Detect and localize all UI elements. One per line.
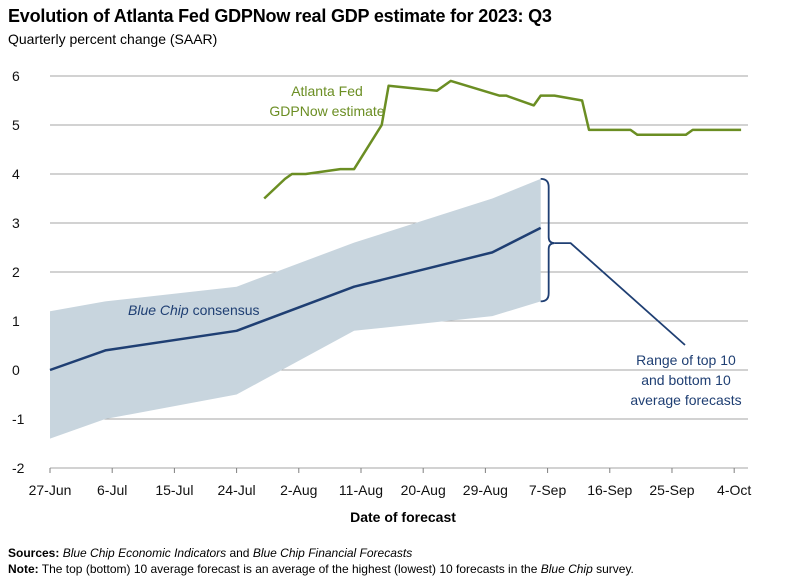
y-tick-label: 5 [12, 117, 20, 133]
x-tick-label: 2-Aug [280, 482, 317, 498]
series-layer [49, 79, 742, 372]
range-brace [540, 178, 555, 303]
note-text-1: The top (bottom) 10 average forecast is … [38, 562, 541, 576]
y-tick-label: -1 [12, 411, 25, 427]
x-tick-label: 24-Jul [218, 482, 256, 498]
x-tick-label: 7-Sep [529, 482, 567, 498]
chart-subtitle: Quarterly percent change (SAAR) [8, 31, 218, 47]
annotation-layer: Atlanta Fed GDPNow estimate Blue Chip cons… [128, 83, 742, 408]
x-tick-label: 27-Jun [29, 482, 72, 498]
range-label: and bottom 10 [641, 372, 731, 388]
chart-title: Evolution of Atlanta Fed GDPNow real GDP… [8, 6, 552, 26]
x-tick-label: 4-Oct [717, 482, 751, 498]
gdpnow-label: Atlanta Fed [291, 83, 363, 99]
x-tick-label: 20-Aug [401, 482, 446, 498]
x-tick-label: 25-Sep [649, 482, 694, 498]
y-tick-label: -2 [12, 460, 25, 476]
y-tick-label: 1 [12, 313, 20, 329]
gdpnow-label: GDPNow estimate [269, 103, 384, 119]
x-tick-label: 16-Sep [587, 482, 632, 498]
sources-text-2: Blue Chip Financial Forecasts [252, 546, 413, 560]
sources-note: Sources: Blue Chip Economic Indicators a… [8, 545, 634, 577]
sources-label: Sources: [8, 546, 60, 560]
bluechip-label: Blue Chip consensus [128, 302, 260, 318]
gdpnow-line [263, 79, 742, 200]
y-tick-label: 6 [12, 68, 20, 84]
range-leader-line [554, 242, 686, 346]
x-tick-label: 6-Jul [97, 482, 127, 498]
y-tick-label: 0 [12, 362, 20, 378]
note-text-3: survey. [592, 562, 634, 576]
bluechip-label-rest: consensus [193, 302, 260, 318]
x-tick-label: 15-Jul [155, 482, 193, 498]
x-tick-label: 11-Aug [339, 482, 383, 498]
range-label: Range of top 10 [636, 352, 736, 368]
range-label: average forecasts [630, 392, 741, 408]
note-text-2: Blue Chip [540, 562, 593, 576]
sources-and: and [226, 546, 253, 560]
note-label: Note: [8, 562, 39, 576]
sources-text-1: Blue Chip Economic Indicators [62, 546, 227, 560]
y-tick-label: 3 [12, 215, 20, 231]
x-axis-title: Date of forecast [350, 509, 456, 525]
x-tick-label: 29-Aug [463, 482, 508, 498]
bluechip-label-italic: Blue Chip [128, 302, 193, 318]
y-tick-label: 4 [12, 166, 20, 182]
axis-layer: 6 5 4 3 2 1 0 -1 -227-Jun 6-Jul 15-Jul 24-Jul 2-Aug 1… [12, 68, 751, 525]
sources-line: Sources: Blue Chip Economic Indicators a… [8, 545, 634, 561]
bluechip-line [49, 226, 542, 372]
y-tick-label: 2 [12, 264, 20, 280]
note-line: Note: The top (bottom) 10 average foreca… [8, 561, 634, 577]
